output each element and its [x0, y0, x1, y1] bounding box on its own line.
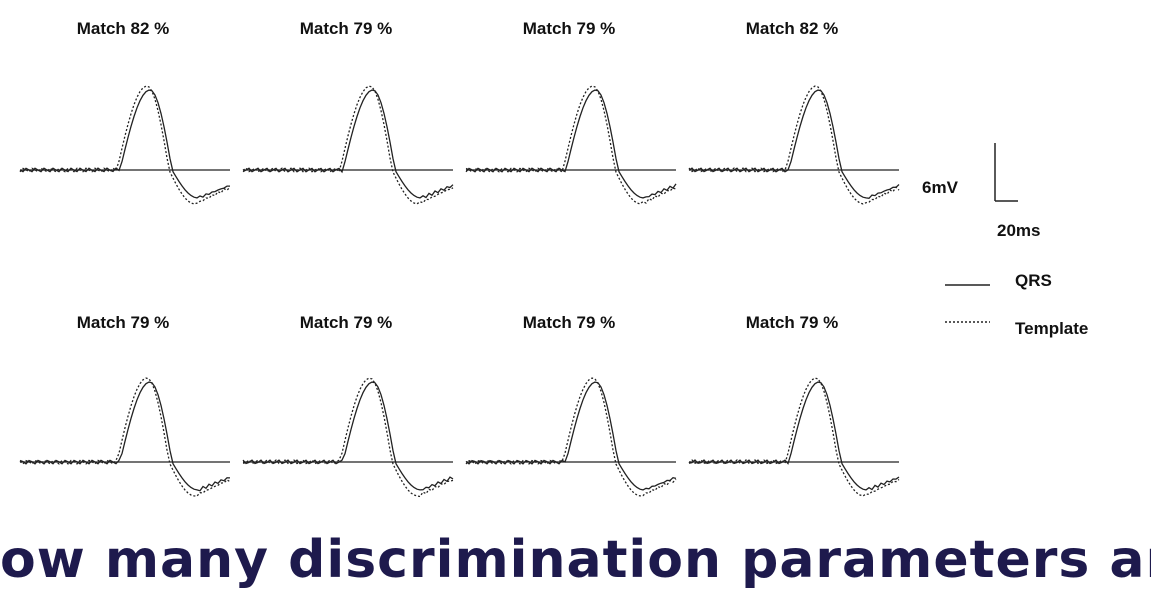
match-label: Match 82 %: [77, 19, 170, 38]
qrs-trace: [19, 381, 231, 492]
qrs-trace: [688, 89, 900, 199]
template-trace: [19, 377, 231, 497]
template-trace: [242, 377, 454, 498]
match-label: Match 79 %: [300, 313, 393, 332]
qrs-trace: [465, 381, 677, 491]
template-trace: [688, 377, 900, 497]
qrs-trace: [242, 381, 454, 491]
footer-heading: ow many discrimination parameters ar: [0, 530, 1151, 590]
template-trace: [688, 85, 900, 205]
ecg-panel-area: 6mV 20ms QRS Template Match 82 % Match 79…: [19, 19, 1088, 498]
qrs-trace: [688, 381, 900, 491]
template-trace: [19, 85, 231, 205]
match-label: Match 82 %: [746, 19, 839, 38]
template-trace: [465, 85, 677, 205]
qrs-trace: [19, 89, 230, 199]
match-label: Match 79 %: [523, 19, 616, 38]
template-trace: [465, 377, 677, 497]
qrs-trace: [465, 89, 677, 199]
match-label: Match 79 %: [523, 313, 616, 332]
match-label: Match 79 %: [77, 313, 170, 332]
match-label: Match 79 %: [746, 313, 839, 332]
template-trace: [242, 85, 454, 205]
legend-item: QRS: [1015, 271, 1052, 290]
scale-time: 20ms: [997, 221, 1040, 240]
legend-item: Template: [1015, 319, 1088, 338]
scale-voltage: 6mV: [922, 178, 959, 197]
qrs-trace: [242, 89, 454, 199]
match-label: Match 79 %: [300, 19, 393, 38]
